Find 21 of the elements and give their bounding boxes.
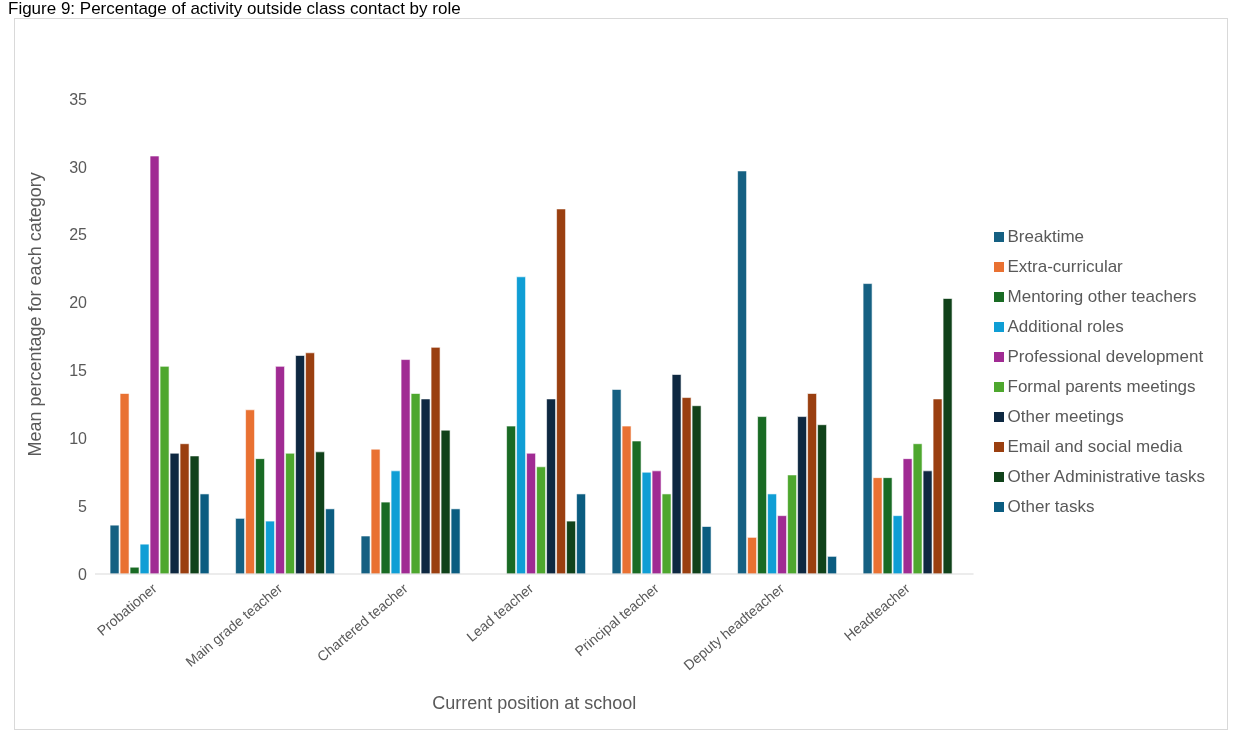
legend-label: Formal parents meetings xyxy=(1007,376,1196,396)
legend-label: Other Administrative tasks xyxy=(1007,466,1205,486)
x-axis-title: Current position at school xyxy=(432,693,637,713)
legend-label: Other meetings xyxy=(1007,406,1124,426)
y-tick-label: 35 xyxy=(69,90,88,108)
legend-label: Professional development xyxy=(1007,346,1204,366)
legend-label: Extra-curricular xyxy=(1007,256,1123,276)
y-tick-label: 5 xyxy=(78,497,88,515)
legend-label: Breaktime xyxy=(1007,226,1085,246)
y-tick-label: 10 xyxy=(69,429,88,447)
legend-label: Other tasks xyxy=(1007,496,1095,516)
chart-title: Figure 9: Percentage of activity outside class contact by role xyxy=(8,0,462,18)
legend-label: Mentoring other teachers xyxy=(1007,286,1197,306)
y-tick-label: 25 xyxy=(69,226,88,244)
y-tick-label: 20 xyxy=(69,294,88,312)
y-tick-label: 0 xyxy=(78,565,88,583)
y-tick-label: 15 xyxy=(69,362,88,380)
y-axis-title: Mean percentage for each category xyxy=(25,172,46,457)
legend-label: Additional roles xyxy=(1007,316,1124,336)
legend-label: Email and social media xyxy=(1007,436,1183,456)
y-tick-label: 30 xyxy=(69,158,88,176)
